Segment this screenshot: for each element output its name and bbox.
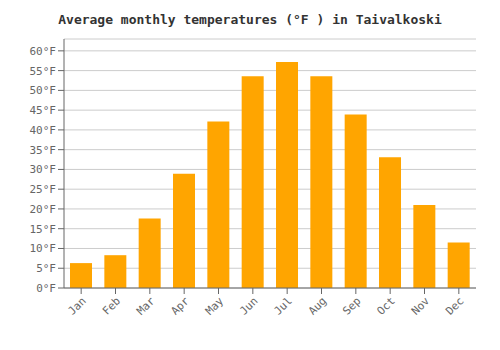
svg-text:Sep: Sep	[340, 294, 363, 317]
svg-text:55°F: 55°F	[30, 65, 57, 78]
html-text:Average monthly temperatures (: Average monthly temperatures (°F ) in Ta…	[58, 12, 442, 27]
svg-text:Aug: Aug	[306, 294, 329, 317]
svg-text:Jul: Jul	[272, 294, 295, 317]
svg-text:10°F: 10°F	[30, 242, 57, 255]
svg-text:Oct: Oct	[375, 294, 398, 317]
svg-text:60°F: 60°F	[30, 45, 57, 58]
svg-text:Apr: Apr	[169, 294, 193, 318]
svg-text:15°F: 15°F	[30, 223, 57, 236]
svg-text:30°F: 30°F	[30, 163, 57, 176]
svg-text:Dec: Dec	[443, 294, 466, 317]
svg-text:Nov: Nov	[409, 294, 433, 318]
svg-text:5°F: 5°F	[36, 262, 56, 275]
svg-text:Feb: Feb	[100, 294, 123, 317]
svg-text:35°F: 35°F	[30, 144, 57, 157]
svg-text:50°F: 50°F	[30, 84, 57, 97]
svg-text:0°F: 0°F	[36, 282, 56, 295]
svg-text:45°F: 45°F	[30, 104, 57, 117]
svg-text:20°F: 20°F	[30, 203, 57, 216]
svg-text:Mar: Mar	[134, 294, 158, 318]
svg-text:40°F: 40°F	[30, 124, 57, 137]
svg-text:Jan: Jan	[66, 294, 89, 317]
svg-text:May: May	[203, 294, 227, 318]
svg-text:25°F: 25°F	[30, 183, 57, 196]
svg-text:Jun: Jun	[237, 294, 260, 317]
